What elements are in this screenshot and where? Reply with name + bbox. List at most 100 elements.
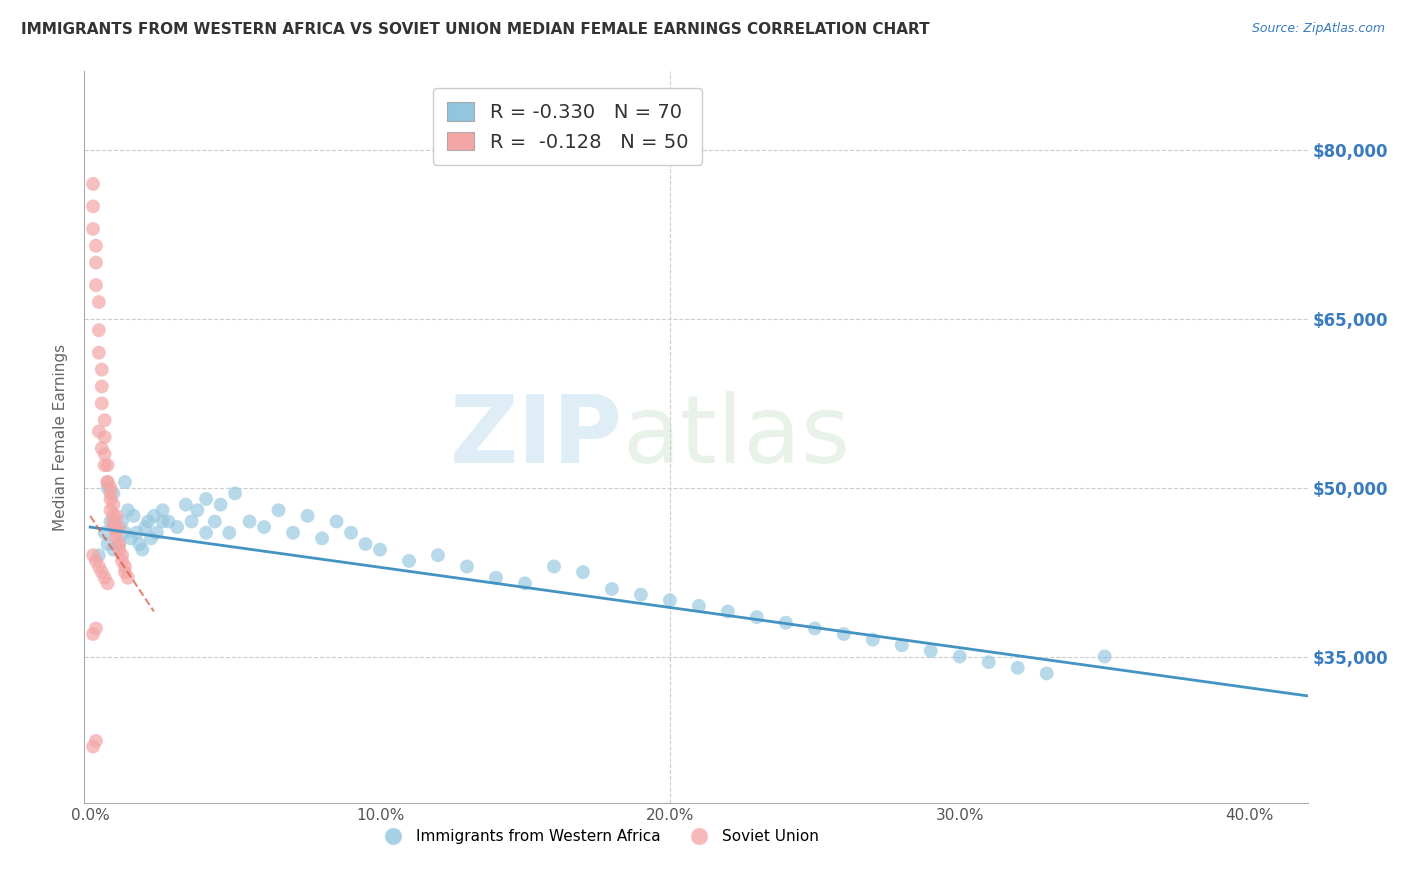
Point: [103, 520, 125, 534]
Point: [114, 559, 136, 574]
Point: [136, 515, 159, 529]
Point: [103, 508, 125, 523]
Point: [180, 515, 202, 529]
Point: [195, 525, 218, 540]
Point: [543, 559, 565, 574]
Point: [131, 542, 153, 557]
Point: [93, 525, 115, 540]
Point: [1035, 666, 1057, 681]
Point: [658, 593, 681, 607]
Point: [87, 559, 110, 574]
Point: [105, 525, 128, 540]
Point: [224, 486, 246, 500]
Point: [93, 447, 115, 461]
Point: [103, 515, 125, 529]
Point: [87, 295, 110, 310]
Point: [84, 734, 107, 748]
Point: [977, 655, 1000, 669]
Point: [90, 396, 112, 410]
Point: [108, 537, 131, 551]
Point: [195, 491, 218, 506]
Point: [93, 413, 115, 427]
Point: [267, 503, 290, 517]
Point: [485, 571, 508, 585]
Point: [152, 515, 174, 529]
Y-axis label: Median Female Earnings: Median Female Earnings: [53, 343, 69, 531]
Point: [325, 515, 347, 529]
Point: [340, 525, 363, 540]
Point: [111, 548, 134, 562]
Legend: Immigrants from Western Africa, Soviet Union: Immigrants from Western Africa, Soviet U…: [371, 822, 825, 850]
Point: [139, 532, 162, 546]
Point: [84, 239, 107, 253]
Point: [103, 486, 125, 500]
Point: [90, 362, 112, 376]
Point: [513, 576, 536, 591]
Point: [745, 610, 768, 624]
Point: [1007, 661, 1029, 675]
Point: [920, 644, 942, 658]
Point: [253, 520, 276, 534]
Point: [103, 542, 125, 557]
Point: [90, 442, 112, 456]
Point: [311, 532, 333, 546]
Point: [630, 588, 652, 602]
Point: [117, 503, 139, 517]
Point: [142, 508, 165, 523]
Point: [152, 503, 174, 517]
Point: [108, 537, 131, 551]
Point: [134, 520, 156, 534]
Point: [125, 525, 148, 540]
Point: [100, 491, 122, 506]
Point: [209, 498, 232, 512]
Point: [100, 481, 122, 495]
Point: [84, 255, 107, 269]
Point: [108, 520, 131, 534]
Point: [103, 498, 125, 512]
Point: [398, 554, 420, 568]
Point: [281, 525, 304, 540]
Point: [82, 548, 104, 562]
Point: [96, 537, 118, 551]
Point: [111, 515, 134, 529]
Point: [832, 627, 855, 641]
Point: [111, 554, 134, 568]
Point: [82, 222, 104, 236]
Point: [82, 177, 104, 191]
Point: [1094, 649, 1116, 664]
Text: IMMIGRANTS FROM WESTERN AFRICA VS SOVIET UNION MEDIAN FEMALE EARNINGS CORRELATIO: IMMIGRANTS FROM WESTERN AFRICA VS SOVIET…: [21, 22, 929, 37]
Point: [239, 515, 262, 529]
Point: [96, 475, 118, 489]
Point: [354, 537, 377, 551]
Text: Source: ZipAtlas.com: Source: ZipAtlas.com: [1251, 22, 1385, 36]
Point: [90, 379, 112, 393]
Text: ZIP: ZIP: [450, 391, 623, 483]
Point: [87, 548, 110, 562]
Point: [82, 627, 104, 641]
Point: [122, 508, 145, 523]
Point: [108, 542, 131, 557]
Point: [96, 481, 118, 495]
Point: [90, 565, 112, 579]
Point: [93, 458, 115, 473]
Point: [87, 425, 110, 439]
Point: [218, 525, 240, 540]
Point: [114, 525, 136, 540]
Point: [84, 278, 107, 293]
Text: atlas: atlas: [623, 391, 851, 483]
Point: [600, 582, 623, 596]
Point: [100, 503, 122, 517]
Point: [688, 599, 710, 613]
Point: [297, 508, 319, 523]
Point: [174, 498, 197, 512]
Point: [96, 576, 118, 591]
Point: [105, 532, 128, 546]
Point: [717, 605, 740, 619]
Point: [427, 548, 450, 562]
Point: [456, 559, 478, 574]
Point: [114, 565, 136, 579]
Point: [93, 571, 115, 585]
Point: [96, 458, 118, 473]
Point: [146, 525, 169, 540]
Point: [804, 621, 827, 635]
